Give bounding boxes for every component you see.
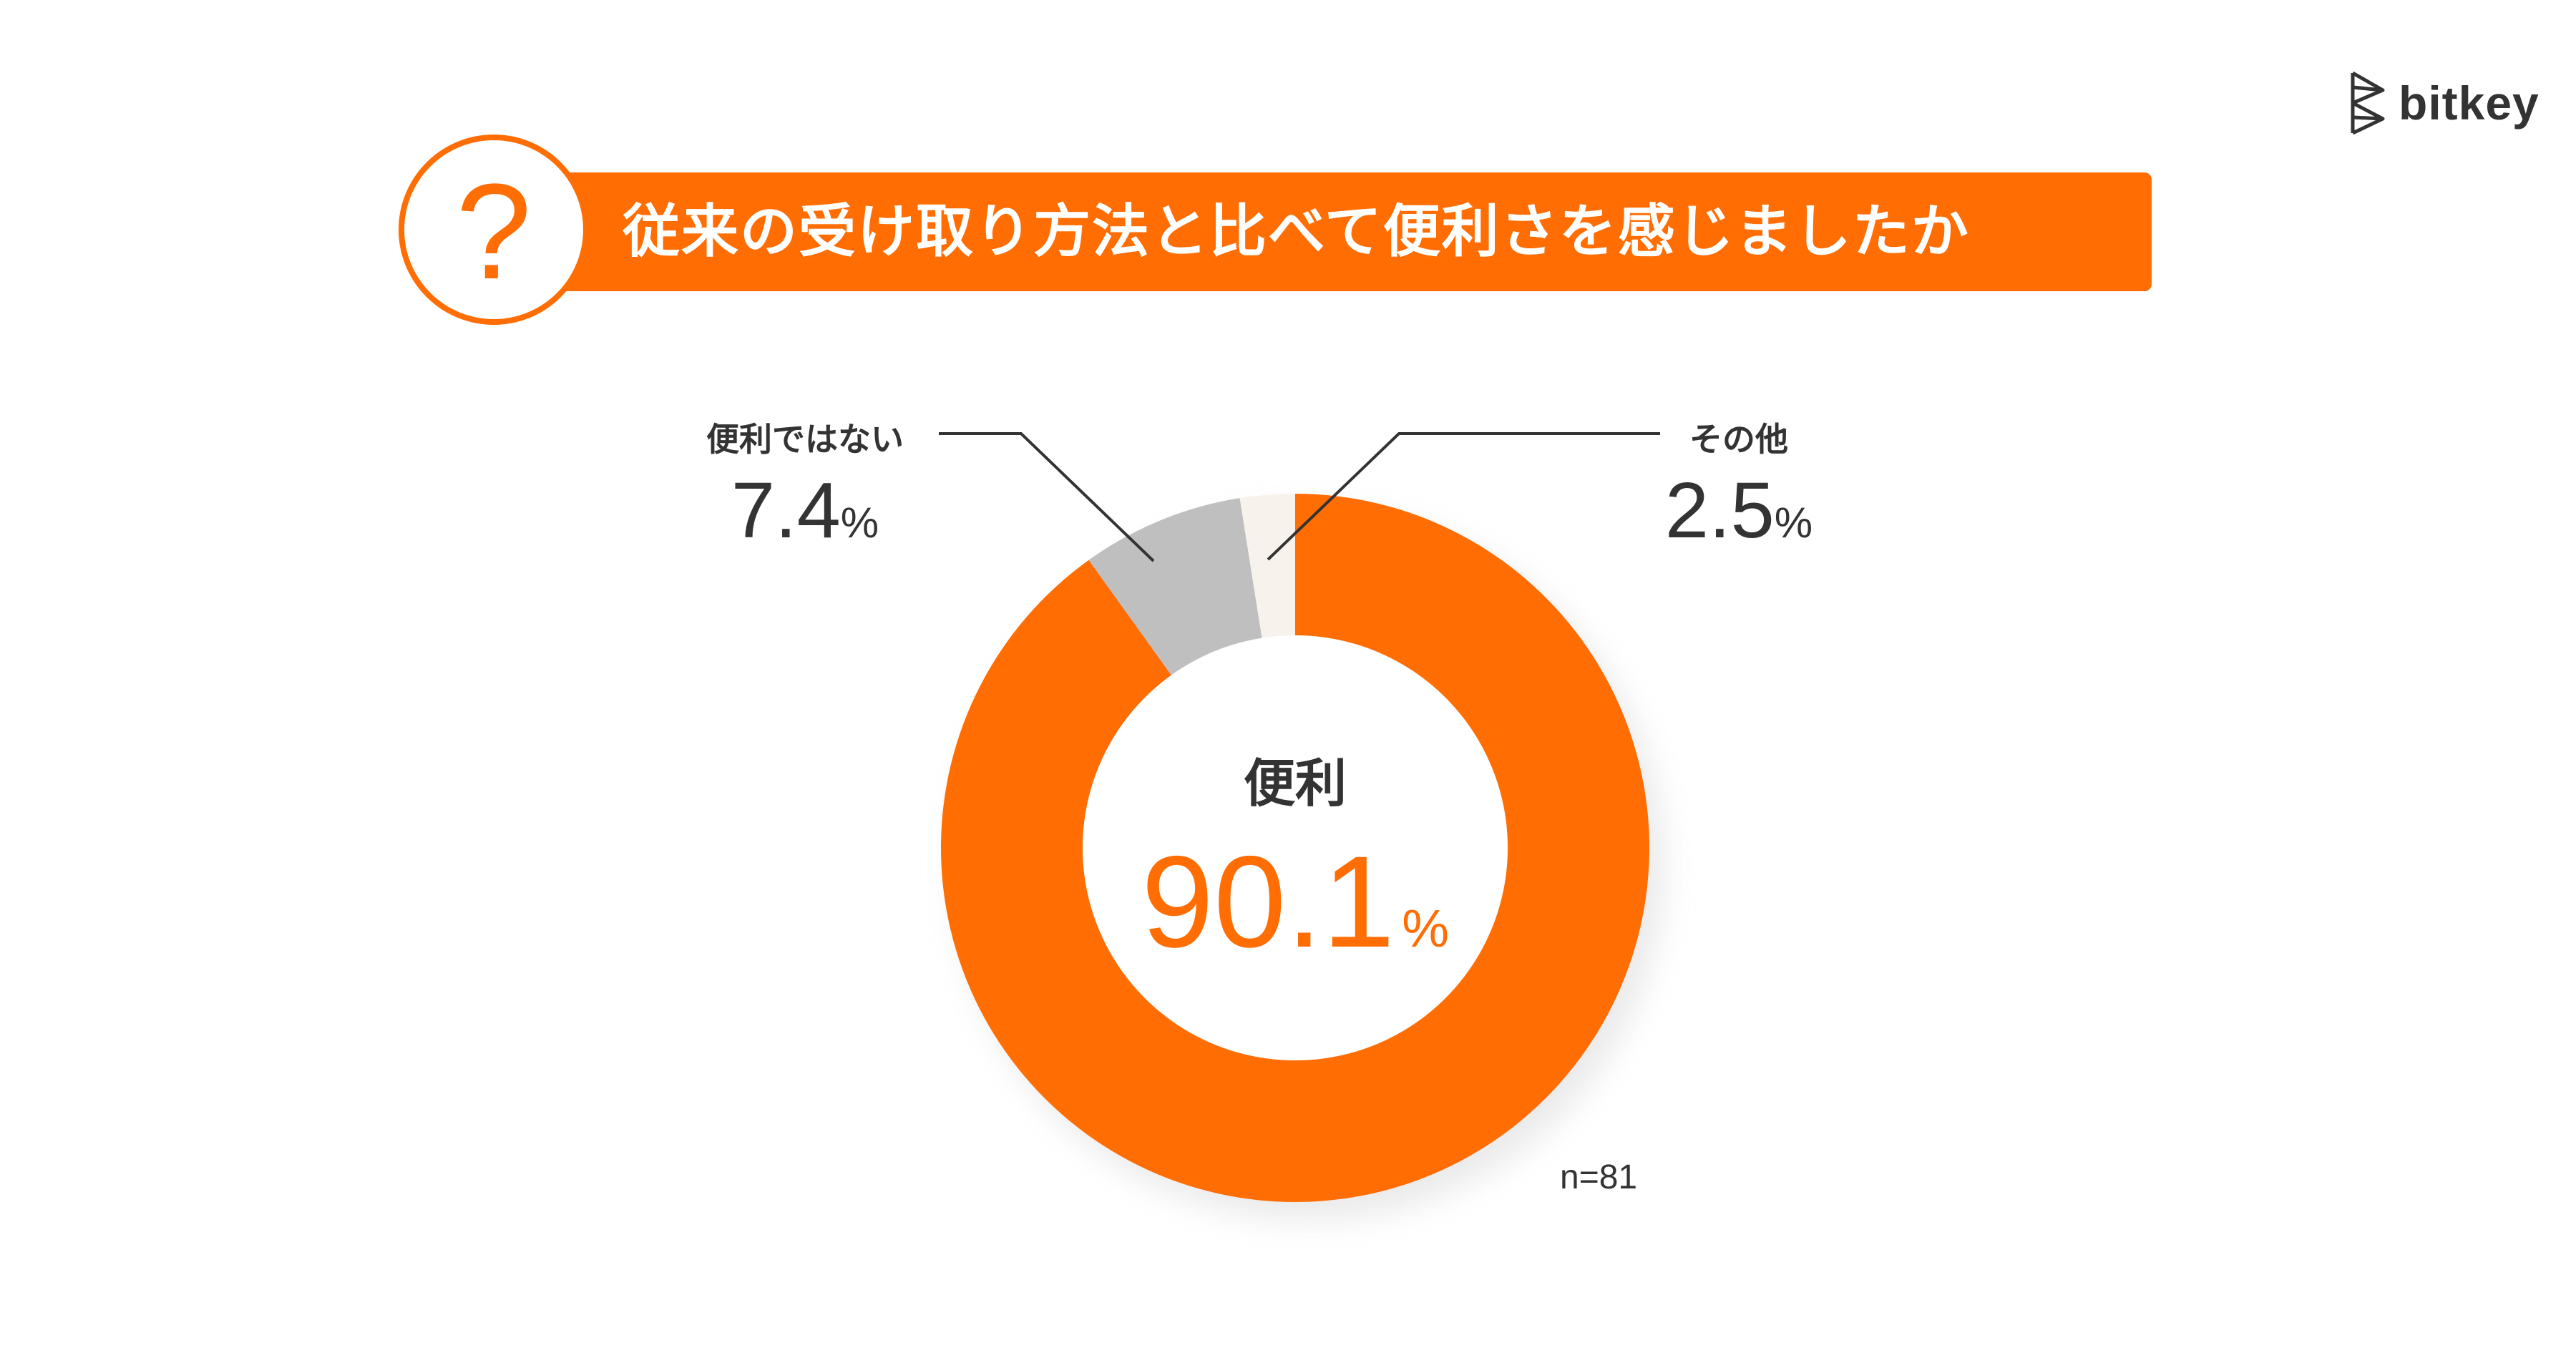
slice-other [1239, 494, 1295, 638]
brand-logo: bitkey [2348, 70, 2540, 136]
question-badge: ? [399, 135, 589, 325]
leader-line-other [1267, 432, 1660, 561]
title-bar: 従来の受け取り方法と比べて便利さを感じましたか [533, 172, 2152, 291]
donut-slices [941, 494, 1649, 1203]
label-not-convenient-number: 7.4 [731, 467, 841, 555]
label-other-name: その他 [1689, 421, 1788, 458]
label-other-unit: % [1774, 499, 1813, 547]
slice-not-convenient [1088, 498, 1262, 675]
label-not-convenient: 便利ではない 7.4% [687, 414, 923, 556]
donut-hole [1083, 635, 1508, 1060]
logo-text: bitkey [2399, 77, 2540, 130]
center-label-value: 90.1% [1095, 826, 1496, 977]
label-not-convenient-unit: % [840, 499, 879, 547]
label-other-number: 2.5 [1664, 467, 1775, 555]
center-label-unit: % [1402, 899, 1450, 958]
slice-convenient [941, 494, 1649, 1203]
page-title: 従来の受け取り方法と比べて便利さを感じましたか [623, 198, 1970, 265]
label-not-convenient-value: 7.4% [687, 465, 923, 556]
sample-size: n=81 [1560, 1158, 1638, 1196]
center-label-name: 便利 [1243, 753, 1347, 814]
bitkey-mark-icon [2351, 71, 2385, 135]
question-mark-icon: ? [456, 156, 532, 308]
label-not-convenient-name: 便利ではない [706, 421, 904, 458]
label-other-value: 2.5% [1631, 465, 1846, 556]
label-other: その他 2.5% [1631, 414, 1846, 556]
center-label-number: 90.1 [1141, 829, 1395, 975]
title-bar-background [533, 172, 2152, 291]
leader-line-not-convenient [939, 432, 1155, 562]
